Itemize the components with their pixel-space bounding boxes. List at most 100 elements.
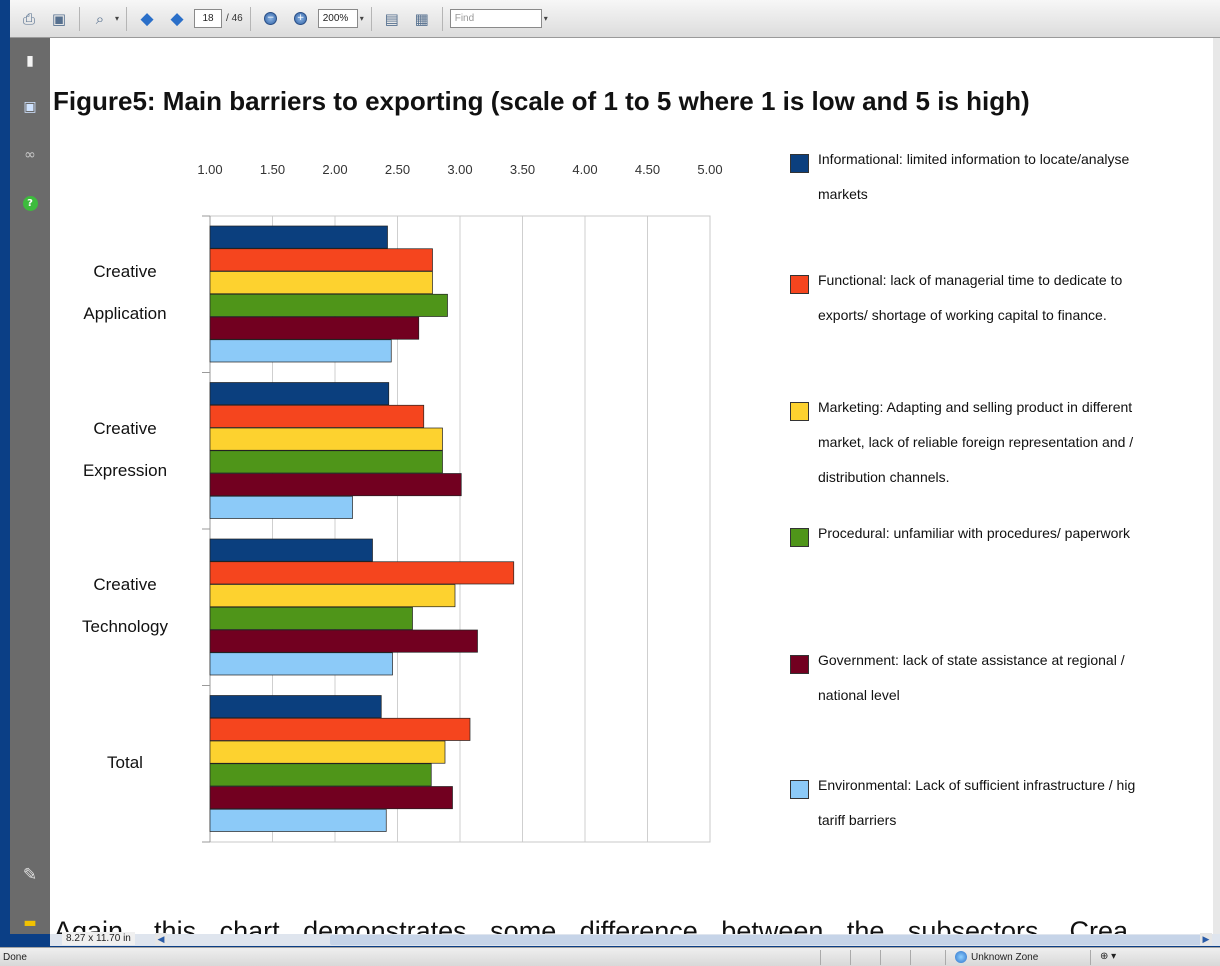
legend-label: Government: lack of state assistance at … (818, 652, 1125, 703)
bar (209, 763, 432, 787)
legend-swatch (790, 528, 809, 547)
bar (209, 473, 462, 497)
bar (209, 786, 453, 810)
bar (209, 339, 392, 363)
bar (209, 808, 387, 832)
figure-title: Figure5: Main barriers to exporting (sca… (53, 86, 1030, 116)
page-number-input[interactable]: 18 (194, 9, 223, 28)
bar (209, 271, 433, 295)
navigation-panel: ▮ ▣ ∞ ? ✎ ▬ (10, 38, 50, 934)
bar-chart (202, 215, 711, 843)
zoom-status-icon[interactable]: ⊕ ▾ (1100, 951, 1117, 962)
zoom-select[interactable]: 200% (317, 9, 358, 28)
bar (209, 695, 382, 719)
category-label: Expression (82, 460, 168, 480)
category-label: Creative (93, 262, 157, 282)
legend-swatch (790, 655, 809, 674)
prev-page-icon[interactable]: ◆ (140, 8, 154, 29)
toolbar-separator (126, 6, 128, 31)
status-text: Done (3, 952, 27, 963)
next-page-icon[interactable]: ◆ (170, 8, 184, 29)
status-divider (910, 950, 911, 965)
bar (209, 584, 456, 608)
document-page: Figure5: Main barriers to exporting (sca… (50, 38, 1213, 934)
body-text: Again, this chart demonstrates some diff… (54, 916, 1128, 934)
pages-icon[interactable]: ▮ (26, 53, 34, 69)
x-tick-label: 1.50 (259, 162, 286, 177)
legend-label: Environmental: Lack of sufficient infras… (818, 777, 1136, 828)
fit-page-icon[interactable]: ▤ (384, 9, 399, 28)
page-size: 8.27 x 11.70 in (62, 932, 135, 945)
category-label: Application (83, 304, 167, 324)
bar (209, 293, 448, 317)
attachment-icon[interactable]: ✎ (22, 865, 38, 885)
bar (209, 740, 446, 764)
legend-label: Procedural: unfamiliar with procedures/ … (818, 525, 1131, 541)
toolbar-separator (370, 6, 372, 31)
legend-label: Functional: lack of managerial time to d… (818, 272, 1123, 323)
bar (209, 382, 390, 406)
legend-swatch (790, 780, 809, 799)
zoom-in-icon[interactable]: + (288, 6, 314, 32)
security-zone: Unknown Zone (955, 951, 1038, 963)
horizontal-scroll-thumb[interactable] (330, 935, 1210, 945)
x-tick-label: 4.50 (634, 162, 661, 177)
bar (209, 248, 433, 272)
bar (209, 316, 420, 340)
bar (209, 717, 471, 741)
page-total: / 46 (226, 13, 243, 24)
fit-width-icon[interactable]: ▦ (414, 9, 429, 28)
bar (209, 225, 388, 249)
legend-swatch (790, 154, 809, 173)
category-label: Creative (93, 575, 157, 595)
zoom-out-icon[interactable]: − (258, 6, 284, 32)
status-divider (850, 950, 851, 965)
chevron-down-icon[interactable]: ▾ (543, 14, 548, 23)
toolbar-separator (79, 6, 80, 31)
zone-label: Unknown Zone (971, 951, 1039, 963)
scroll-left-icon[interactable]: ◀ (155, 933, 167, 945)
bar (209, 629, 478, 653)
bar (209, 495, 353, 519)
globe-icon (955, 951, 967, 963)
save-icon[interactable]: ▣ (51, 9, 67, 28)
bar (209, 427, 443, 451)
legend-label: Informational: limited information to lo… (818, 151, 1130, 202)
bookmarks-icon[interactable]: ▣ (23, 99, 37, 115)
bar (209, 606, 413, 630)
status-divider (945, 950, 946, 965)
x-tick-label: 2.00 (322, 162, 348, 177)
find-input[interactable]: Find (449, 9, 542, 28)
x-tick-label: 2.50 (384, 162, 411, 177)
legend-swatch (790, 402, 809, 421)
toolbar-separator (441, 6, 443, 31)
bar (209, 652, 393, 676)
category-label: Total (107, 752, 143, 772)
x-tick-label: 3.50 (509, 162, 536, 177)
legend-swatch (790, 275, 809, 294)
toolbar: ⎙ ▣ ⌕ ▾ ◆ ◆ 18 / 46 − + 200% ▾ ▤ ▦ Find … (10, 0, 1220, 38)
search-icon[interactable]: ⌕ (95, 9, 105, 28)
status-divider (1090, 950, 1091, 965)
toolbar-separator (249, 6, 251, 31)
scroll-right-icon[interactable]: ▶ (1200, 933, 1212, 945)
status-bar: Done Unknown Zone ⊕ ▾ (0, 947, 1220, 966)
category-label: Technology (81, 617, 168, 637)
chevron-down-icon[interactable]: ▾ (359, 14, 364, 23)
x-tick-label: 1.00 (197, 162, 223, 177)
binoculars-icon[interactable]: ∞ (24, 147, 36, 163)
status-divider (820, 950, 821, 965)
category-label: Creative (93, 418, 157, 438)
bar (209, 450, 443, 474)
x-tick-label: 4.00 (572, 162, 598, 177)
x-tick-label: 3.00 (447, 162, 473, 177)
status-divider (880, 950, 881, 965)
bar (209, 538, 373, 562)
bar (209, 404, 425, 428)
help-icon[interactable]: ? (21, 194, 39, 212)
vertical-scrollbar[interactable] (1213, 38, 1220, 934)
legend-label: Marketing: Adapting and selling product … (818, 399, 1134, 485)
comment-icon[interactable]: ▬ (23, 915, 37, 931)
chevron-down-icon[interactable]: ▾ (115, 14, 120, 23)
print-icon[interactable]: ⎙ (22, 9, 35, 28)
